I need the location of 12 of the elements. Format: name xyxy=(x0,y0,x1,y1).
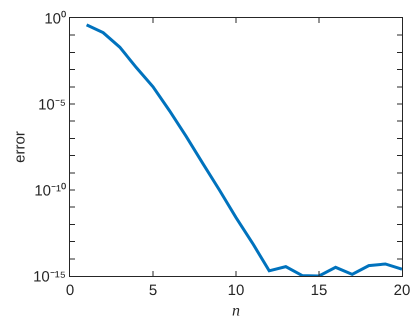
x-tick-label: 15 xyxy=(310,282,328,299)
x-tick-label: 0 xyxy=(66,282,74,299)
line-series xyxy=(85,23,402,276)
x-tick-label: 5 xyxy=(148,282,158,299)
y-axis-title: error xyxy=(11,131,28,163)
x-tick-label: 10 xyxy=(228,282,244,299)
x-tick-label: 20 xyxy=(394,282,410,299)
y-tick-label: 10⁻¹⁵ xyxy=(33,268,66,286)
y-tick-label: 10⁻¹⁰ xyxy=(34,182,66,200)
x-axis-title: n xyxy=(232,302,240,320)
y-tick-label: 10⁰ xyxy=(44,10,66,28)
y-tick-label: 10⁻⁵ xyxy=(38,96,66,114)
